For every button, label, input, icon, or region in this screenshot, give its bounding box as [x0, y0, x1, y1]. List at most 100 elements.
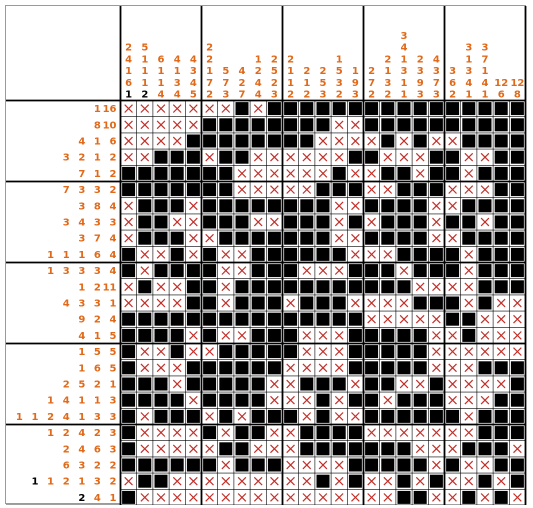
grid-cell[interactable] — [136, 489, 153, 505]
grid-cell[interactable] — [201, 473, 218, 490]
grid-cell[interactable] — [509, 473, 526, 490]
grid-cell[interactable] — [282, 197, 299, 214]
grid-cell[interactable] — [266, 181, 283, 198]
grid-cell[interactable] — [298, 197, 315, 214]
grid-cell[interactable] — [250, 327, 267, 344]
grid-cell[interactable] — [379, 230, 396, 247]
grid-cell[interactable] — [169, 327, 186, 344]
grid-cell[interactable] — [363, 165, 380, 182]
grid-cell[interactable] — [347, 149, 364, 166]
grid-cell[interactable] — [217, 440, 234, 457]
grid-cell[interactable] — [152, 213, 170, 231]
grid-cell[interactable] — [169, 408, 186, 425]
grid-cell[interactable] — [201, 392, 218, 409]
grid-cell[interactable] — [412, 473, 429, 490]
grid-cell[interactable] — [395, 278, 413, 295]
grid-cell[interactable] — [152, 132, 170, 150]
grid-cell[interactable] — [169, 181, 186, 198]
grid-cell[interactable] — [152, 424, 170, 441]
grid-cell[interactable] — [509, 278, 526, 295]
grid-cell[interactable] — [363, 408, 380, 425]
grid-cell[interactable] — [298, 213, 315, 231]
grid-cell[interactable] — [379, 311, 396, 328]
grid-cell[interactable] — [331, 149, 348, 166]
grid-cell[interactable] — [331, 165, 348, 182]
grid-cell[interactable] — [444, 230, 461, 247]
grid-cell[interactable] — [379, 100, 396, 117]
grid-cell[interactable] — [331, 230, 348, 247]
grid-cell[interactable] — [379, 327, 396, 344]
grid-cell[interactable] — [395, 424, 413, 441]
grid-cell[interactable] — [493, 489, 510, 505]
grid-cell[interactable] — [136, 165, 153, 182]
grid-cell[interactable] — [412, 116, 429, 133]
grid-cell[interactable] — [169, 359, 186, 376]
grid-cell[interactable] — [120, 489, 137, 505]
grid-cell[interactable] — [152, 408, 170, 425]
grid-cell[interactable] — [314, 278, 332, 295]
grid-cell[interactable] — [298, 262, 315, 279]
grid-cell[interactable] — [120, 132, 137, 150]
grid-cell[interactable] — [250, 440, 267, 457]
grid-cell[interactable] — [493, 132, 510, 150]
grid-cell[interactable] — [476, 473, 494, 490]
grid-cell[interactable] — [363, 100, 380, 117]
grid-cell[interactable] — [363, 392, 380, 409]
grid-cell[interactable] — [395, 294, 413, 312]
grid-cell[interactable] — [347, 408, 364, 425]
grid-cell[interactable] — [169, 165, 186, 182]
grid-cell[interactable] — [395, 116, 413, 133]
grid-cell[interactable] — [347, 440, 364, 457]
grid-cell[interactable] — [444, 116, 461, 133]
grid-cell[interactable] — [169, 375, 186, 393]
grid-cell[interactable] — [152, 262, 170, 279]
grid-cell[interactable] — [347, 375, 364, 393]
grid-cell[interactable] — [444, 375, 461, 393]
grid-cell[interactable] — [120, 327, 137, 344]
grid-cell[interactable] — [266, 132, 283, 150]
grid-cell[interactable] — [201, 294, 218, 312]
grid-cell[interactable] — [233, 197, 251, 214]
grid-cell[interactable] — [331, 278, 348, 295]
grid-cell[interactable] — [460, 149, 477, 166]
grid-cell[interactable] — [412, 278, 429, 295]
grid-cell[interactable] — [233, 116, 251, 133]
grid-cell[interactable] — [509, 489, 526, 505]
grid-cell[interactable] — [331, 343, 348, 360]
grid-cell[interactable] — [476, 456, 494, 474]
grid-cell[interactable] — [428, 408, 445, 425]
grid-cell[interactable] — [379, 262, 396, 279]
grid-cell[interactable] — [412, 149, 429, 166]
grid-cell[interactable] — [233, 149, 251, 166]
grid-cell[interactable] — [314, 473, 332, 490]
grid-cell[interactable] — [282, 456, 299, 474]
grid-cell[interactable] — [298, 489, 315, 505]
grid-cell[interactable] — [331, 132, 348, 150]
grid-cell[interactable] — [314, 392, 332, 409]
grid-cell[interactable] — [395, 359, 413, 376]
grid-cell[interactable] — [217, 375, 234, 393]
grid-cell[interactable] — [136, 132, 153, 150]
grid-cell[interactable] — [201, 213, 218, 231]
grid-cell[interactable] — [509, 424, 526, 441]
grid-cell[interactable] — [476, 311, 494, 328]
grid-cell[interactable] — [412, 359, 429, 376]
grid-cell[interactable] — [185, 375, 202, 393]
grid-cell[interactable] — [363, 424, 380, 441]
grid-cell[interactable] — [250, 343, 267, 360]
grid-cell[interactable] — [169, 149, 186, 166]
grid-cell[interactable] — [201, 408, 218, 425]
grid-cell[interactable] — [428, 165, 445, 182]
grid-cell[interactable] — [298, 149, 315, 166]
grid-cell[interactable] — [217, 278, 234, 295]
grid-cell[interactable] — [298, 165, 315, 182]
grid-cell[interactable] — [314, 311, 332, 328]
grid-cell[interactable] — [395, 327, 413, 344]
grid-cell[interactable] — [250, 294, 267, 312]
grid-cell[interactable] — [266, 311, 283, 328]
grid-cell[interactable] — [169, 440, 186, 457]
grid-cell[interactable] — [266, 408, 283, 425]
grid-cell[interactable] — [120, 473, 137, 490]
grid-cell[interactable] — [395, 230, 413, 247]
grid-cell[interactable] — [412, 132, 429, 150]
